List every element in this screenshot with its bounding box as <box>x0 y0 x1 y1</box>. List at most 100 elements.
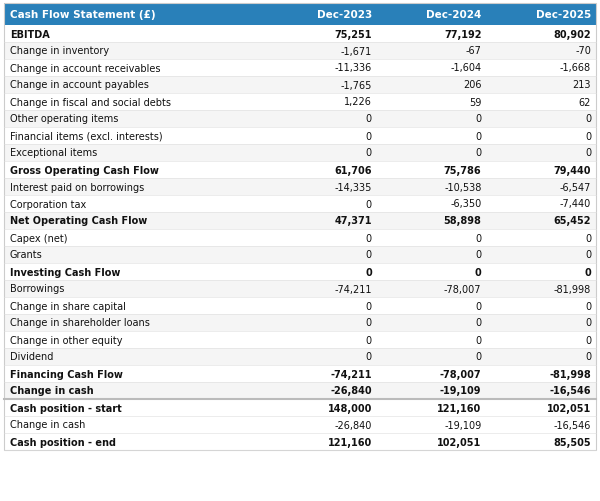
Bar <box>4 94 268 111</box>
Bar <box>268 281 377 298</box>
Text: 206: 206 <box>463 80 481 90</box>
Text: 0: 0 <box>475 318 481 328</box>
Bar <box>487 348 596 365</box>
Bar <box>4 298 268 314</box>
Text: 0: 0 <box>585 233 591 243</box>
Text: Exceptional items: Exceptional items <box>10 148 97 158</box>
Text: 0: 0 <box>366 148 372 158</box>
Text: Change in shareholder loans: Change in shareholder loans <box>10 318 150 328</box>
Bar <box>487 264 596 281</box>
Bar <box>268 382 377 399</box>
Bar <box>487 229 596 246</box>
Text: Gross Operating Cash Flow: Gross Operating Cash Flow <box>10 165 159 175</box>
Text: 148,000: 148,000 <box>328 403 372 413</box>
Bar <box>4 416 268 433</box>
Text: Financing Cash Flow: Financing Cash Flow <box>10 369 123 379</box>
Bar <box>377 43 487 60</box>
Text: 61,706: 61,706 <box>334 165 372 175</box>
Text: Corporation tax: Corporation tax <box>10 199 86 209</box>
Text: 121,160: 121,160 <box>328 437 372 446</box>
Bar <box>4 162 268 179</box>
Bar <box>4 77 268 94</box>
Text: Capex (net): Capex (net) <box>10 233 67 243</box>
Bar <box>268 229 377 246</box>
Bar <box>377 281 487 298</box>
Bar <box>377 145 487 162</box>
Bar <box>487 433 596 450</box>
Text: 0: 0 <box>585 114 591 124</box>
Bar <box>4 4 596 450</box>
Bar <box>487 145 596 162</box>
Bar <box>4 26 268 43</box>
Text: 58,898: 58,898 <box>443 216 481 226</box>
Text: 79,440: 79,440 <box>554 165 591 175</box>
Bar <box>377 298 487 314</box>
Text: -16,546: -16,546 <box>550 386 591 396</box>
Bar <box>268 298 377 314</box>
Bar <box>4 43 268 60</box>
Text: Cash position - start: Cash position - start <box>10 403 122 413</box>
Text: -26,840: -26,840 <box>331 386 372 396</box>
Bar <box>377 246 487 264</box>
Bar <box>487 212 596 229</box>
Bar <box>4 128 268 145</box>
Bar <box>487 94 596 111</box>
Bar <box>487 77 596 94</box>
Bar <box>487 162 596 179</box>
Text: 0: 0 <box>585 352 591 362</box>
Bar <box>4 264 268 281</box>
Bar <box>268 4 377 26</box>
Text: -6,547: -6,547 <box>560 182 591 192</box>
Text: 59: 59 <box>469 97 481 107</box>
Text: Investing Cash Flow: Investing Cash Flow <box>10 267 121 277</box>
Bar <box>377 348 487 365</box>
Text: 77,192: 77,192 <box>444 30 481 40</box>
Bar <box>487 314 596 331</box>
Text: 75,786: 75,786 <box>444 165 481 175</box>
Text: Dividend: Dividend <box>10 352 53 362</box>
Bar <box>487 128 596 145</box>
Text: Other operating items: Other operating items <box>10 114 118 124</box>
Text: -81,998: -81,998 <box>554 284 591 294</box>
Text: -67: -67 <box>466 47 481 57</box>
Bar <box>268 94 377 111</box>
Bar <box>487 416 596 433</box>
Text: Change in account payables: Change in account payables <box>10 80 149 90</box>
Text: 47,371: 47,371 <box>334 216 372 226</box>
Bar <box>4 281 268 298</box>
Bar <box>487 26 596 43</box>
Text: 0: 0 <box>475 114 481 124</box>
Bar <box>268 314 377 331</box>
Bar <box>268 111 377 128</box>
Bar <box>487 298 596 314</box>
Text: Net Operating Cash Flow: Net Operating Cash Flow <box>10 216 147 226</box>
Text: Interest paid on borrowings: Interest paid on borrowings <box>10 182 144 192</box>
Bar <box>4 60 268 77</box>
Bar <box>487 179 596 195</box>
Bar <box>487 111 596 128</box>
Bar <box>377 4 487 26</box>
Bar <box>4 229 268 246</box>
Text: -1,671: -1,671 <box>341 47 372 57</box>
Bar <box>4 212 268 229</box>
Text: Change in fiscal and social debts: Change in fiscal and social debts <box>10 97 171 107</box>
Bar <box>268 162 377 179</box>
Bar <box>268 399 377 416</box>
Text: 0: 0 <box>475 148 481 158</box>
Text: -1,668: -1,668 <box>560 63 591 73</box>
Text: -81,998: -81,998 <box>549 369 591 379</box>
Text: -78,007: -78,007 <box>444 284 481 294</box>
Text: Dec-2025: Dec-2025 <box>536 10 591 20</box>
Bar <box>377 179 487 195</box>
Text: Borrowings: Borrowings <box>10 284 64 294</box>
Bar <box>268 195 377 212</box>
Bar <box>268 26 377 43</box>
Bar <box>268 60 377 77</box>
Text: 0: 0 <box>584 267 591 277</box>
Text: 0: 0 <box>475 250 481 260</box>
Bar <box>487 43 596 60</box>
Text: 0: 0 <box>366 335 372 345</box>
Bar <box>268 212 377 229</box>
Bar <box>377 229 487 246</box>
Text: -7,440: -7,440 <box>560 199 591 209</box>
